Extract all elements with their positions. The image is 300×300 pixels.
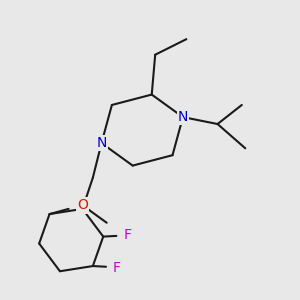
- Text: O: O: [77, 198, 88, 212]
- Text: F: F: [124, 228, 131, 242]
- Text: N: N: [96, 136, 107, 150]
- Text: N: N: [178, 110, 188, 124]
- Text: F: F: [113, 261, 121, 275]
